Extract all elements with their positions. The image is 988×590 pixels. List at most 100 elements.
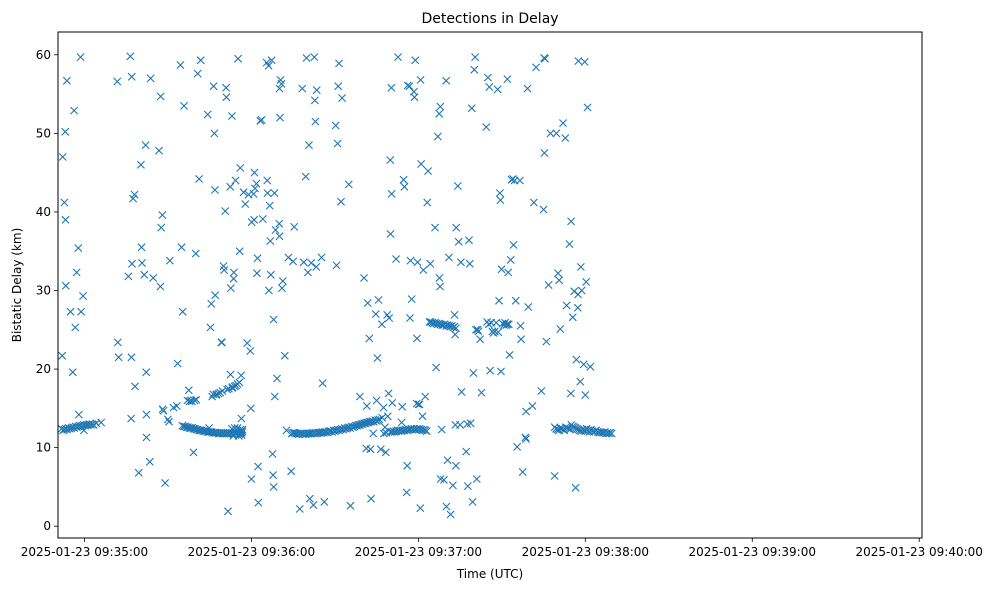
data-point bbox=[410, 93, 419, 102]
markers-layer bbox=[57, 52, 616, 519]
data-point bbox=[146, 74, 155, 83]
data-point bbox=[226, 284, 235, 293]
data-point bbox=[412, 334, 421, 343]
data-point bbox=[247, 475, 256, 484]
y-axis: 0 10 20 30 40 50 60 bbox=[36, 48, 58, 533]
data-point bbox=[159, 406, 168, 415]
data-point bbox=[492, 318, 501, 327]
plot-frame bbox=[57, 31, 923, 539]
data-point bbox=[208, 392, 217, 401]
data-point bbox=[113, 338, 122, 347]
data-point bbox=[257, 116, 266, 124]
data-point bbox=[579, 360, 588, 369]
data-point bbox=[542, 337, 551, 346]
data-point bbox=[369, 429, 378, 438]
data-point bbox=[405, 82, 414, 91]
data-point bbox=[493, 85, 502, 94]
data-point bbox=[231, 176, 240, 185]
data-point bbox=[165, 417, 174, 426]
data-point bbox=[165, 256, 174, 265]
data-point bbox=[414, 400, 423, 409]
data-point bbox=[127, 353, 136, 362]
data-point bbox=[238, 425, 247, 434]
data-point bbox=[250, 215, 259, 224]
data-point bbox=[554, 269, 563, 278]
data-point bbox=[568, 313, 577, 322]
data-point bbox=[474, 327, 483, 336]
data-point bbox=[607, 429, 616, 438]
data-point bbox=[269, 315, 278, 324]
data-point bbox=[229, 268, 238, 277]
data-point bbox=[452, 223, 461, 232]
data-point bbox=[411, 56, 420, 65]
data-point bbox=[574, 57, 583, 66]
data-point bbox=[235, 247, 244, 256]
data-point bbox=[385, 314, 394, 322]
data-point bbox=[453, 182, 462, 190]
data-point bbox=[184, 386, 193, 395]
data-point bbox=[497, 265, 506, 274]
data-point bbox=[158, 211, 167, 220]
data-point bbox=[443, 456, 452, 465]
data-point bbox=[451, 461, 460, 470]
data-point bbox=[258, 215, 267, 223]
data-point bbox=[161, 479, 170, 487]
data-point bbox=[140, 270, 149, 279]
data-point bbox=[555, 276, 564, 285]
data-point bbox=[426, 259, 435, 268]
data-point bbox=[403, 81, 412, 90]
data-point bbox=[540, 54, 549, 63]
data-point bbox=[344, 180, 353, 189]
data-point bbox=[278, 284, 286, 293]
data-point bbox=[278, 277, 287, 286]
data-point bbox=[226, 182, 235, 191]
data-point bbox=[61, 281, 70, 290]
data-point bbox=[269, 471, 278, 480]
data-point bbox=[513, 442, 522, 451]
data-point bbox=[457, 387, 466, 396]
data-point bbox=[246, 347, 255, 355]
data-point bbox=[509, 240, 518, 249]
data-point bbox=[454, 237, 463, 246]
data-point bbox=[178, 307, 187, 316]
data-point bbox=[290, 222, 299, 231]
data-point bbox=[442, 76, 451, 85]
data-point bbox=[141, 141, 150, 150]
chart-title: Detections in Delay bbox=[421, 11, 558, 27]
data-point bbox=[386, 156, 395, 165]
data-point bbox=[317, 253, 326, 262]
data-point bbox=[191, 249, 200, 258]
data-point bbox=[72, 268, 81, 277]
data-point bbox=[230, 424, 239, 432]
data-point bbox=[387, 189, 396, 198]
data-point bbox=[234, 54, 243, 63]
data-point bbox=[275, 232, 284, 241]
data-point bbox=[518, 468, 527, 476]
data-point bbox=[299, 258, 308, 267]
y-tick-label: 0 bbox=[43, 519, 51, 533]
data-point bbox=[388, 398, 397, 407]
data-point bbox=[205, 424, 214, 432]
data-point bbox=[229, 274, 238, 283]
y-tick-label: 60 bbox=[36, 48, 51, 62]
data-point bbox=[79, 426, 88, 435]
data-point bbox=[366, 445, 375, 454]
data-point bbox=[268, 449, 277, 458]
data-point bbox=[128, 259, 137, 268]
data-point bbox=[537, 387, 546, 396]
data-point bbox=[515, 176, 524, 185]
data-point bbox=[265, 201, 274, 210]
data-point bbox=[218, 387, 227, 396]
data-point bbox=[250, 168, 259, 177]
data-point bbox=[289, 257, 298, 266]
data-point bbox=[243, 339, 252, 348]
data-point bbox=[581, 391, 590, 399]
data-point bbox=[113, 77, 122, 86]
data-point bbox=[163, 415, 172, 424]
data-point bbox=[275, 219, 284, 228]
data-point bbox=[377, 320, 386, 329]
data-point bbox=[485, 83, 494, 91]
data-point bbox=[312, 262, 321, 271]
data-point bbox=[367, 494, 376, 503]
data-point bbox=[124, 272, 133, 281]
